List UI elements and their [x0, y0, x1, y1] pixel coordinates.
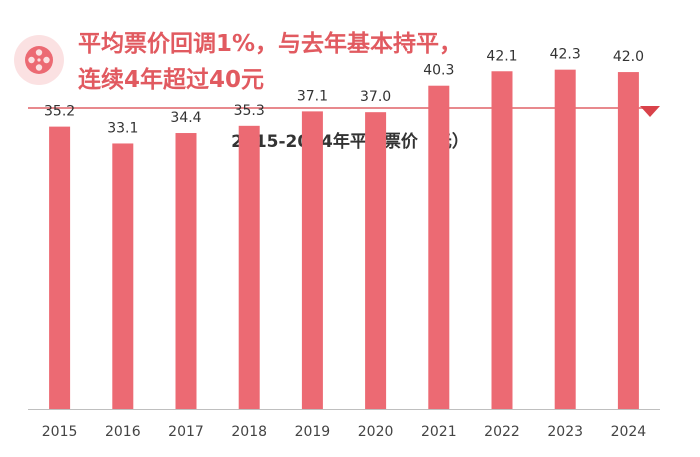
bar-2019 — [301, 111, 323, 410]
divider-arrow-icon — [640, 106, 660, 117]
bar-2023 — [554, 69, 576, 409]
data-label-2021: 40.3 — [423, 63, 454, 79]
data-label-2024: 42.0 — [613, 49, 644, 65]
chart-title: 2015-2024年平均票价（元） — [231, 132, 469, 152]
headline-line-2: 连续4年超过40元 — [78, 67, 265, 93]
data-label-2023: 42.3 — [550, 47, 581, 63]
bar-2016 — [112, 143, 134, 409]
bar-2022 — [491, 71, 513, 410]
x-tick-label-2019: 2019 — [295, 424, 331, 440]
bar-2018 — [238, 125, 260, 409]
x-tick-label-2022: 2022 — [484, 424, 520, 440]
x-tick-label-2016: 2016 — [105, 424, 141, 440]
x-tick-label-2021: 2021 — [421, 424, 457, 440]
data-label-2017: 34.4 — [170, 110, 201, 126]
x-tick-label-2024: 2024 — [611, 424, 647, 440]
x-tick-label-2017: 2017 — [168, 424, 204, 440]
data-label-2018: 35.3 — [234, 103, 265, 119]
data-label-2015: 35.2 — [44, 104, 75, 120]
data-label-2016: 33.1 — [107, 120, 138, 136]
bar-2021 — [428, 85, 450, 410]
data-label-2020: 37.0 — [360, 89, 391, 105]
bar-2020 — [365, 112, 387, 409]
film-reel-icon — [14, 35, 64, 85]
headline-line-1: 平均票价回调1%，与去年基本持平， — [78, 31, 463, 57]
bar-2024 — [617, 72, 639, 410]
header-divider — [28, 107, 648, 109]
bar-2015 — [49, 126, 71, 410]
x-tick-label-2015: 2015 — [42, 424, 78, 440]
data-label-2022: 42.1 — [486, 48, 517, 64]
header: 平均票价回调1%，与去年基本持平， 连续4年超过40元 — [0, 0, 700, 120]
headline: 平均票价回调1%，与去年基本持平， 连续4年超过40元 — [78, 26, 462, 98]
x-tick-label-2018: 2018 — [231, 424, 267, 440]
bar-2017 — [175, 133, 197, 409]
x-tick-label-2023: 2023 — [547, 424, 583, 440]
data-label-2019: 37.1 — [297, 88, 328, 104]
x-tick-label-2020: 2020 — [358, 424, 394, 440]
